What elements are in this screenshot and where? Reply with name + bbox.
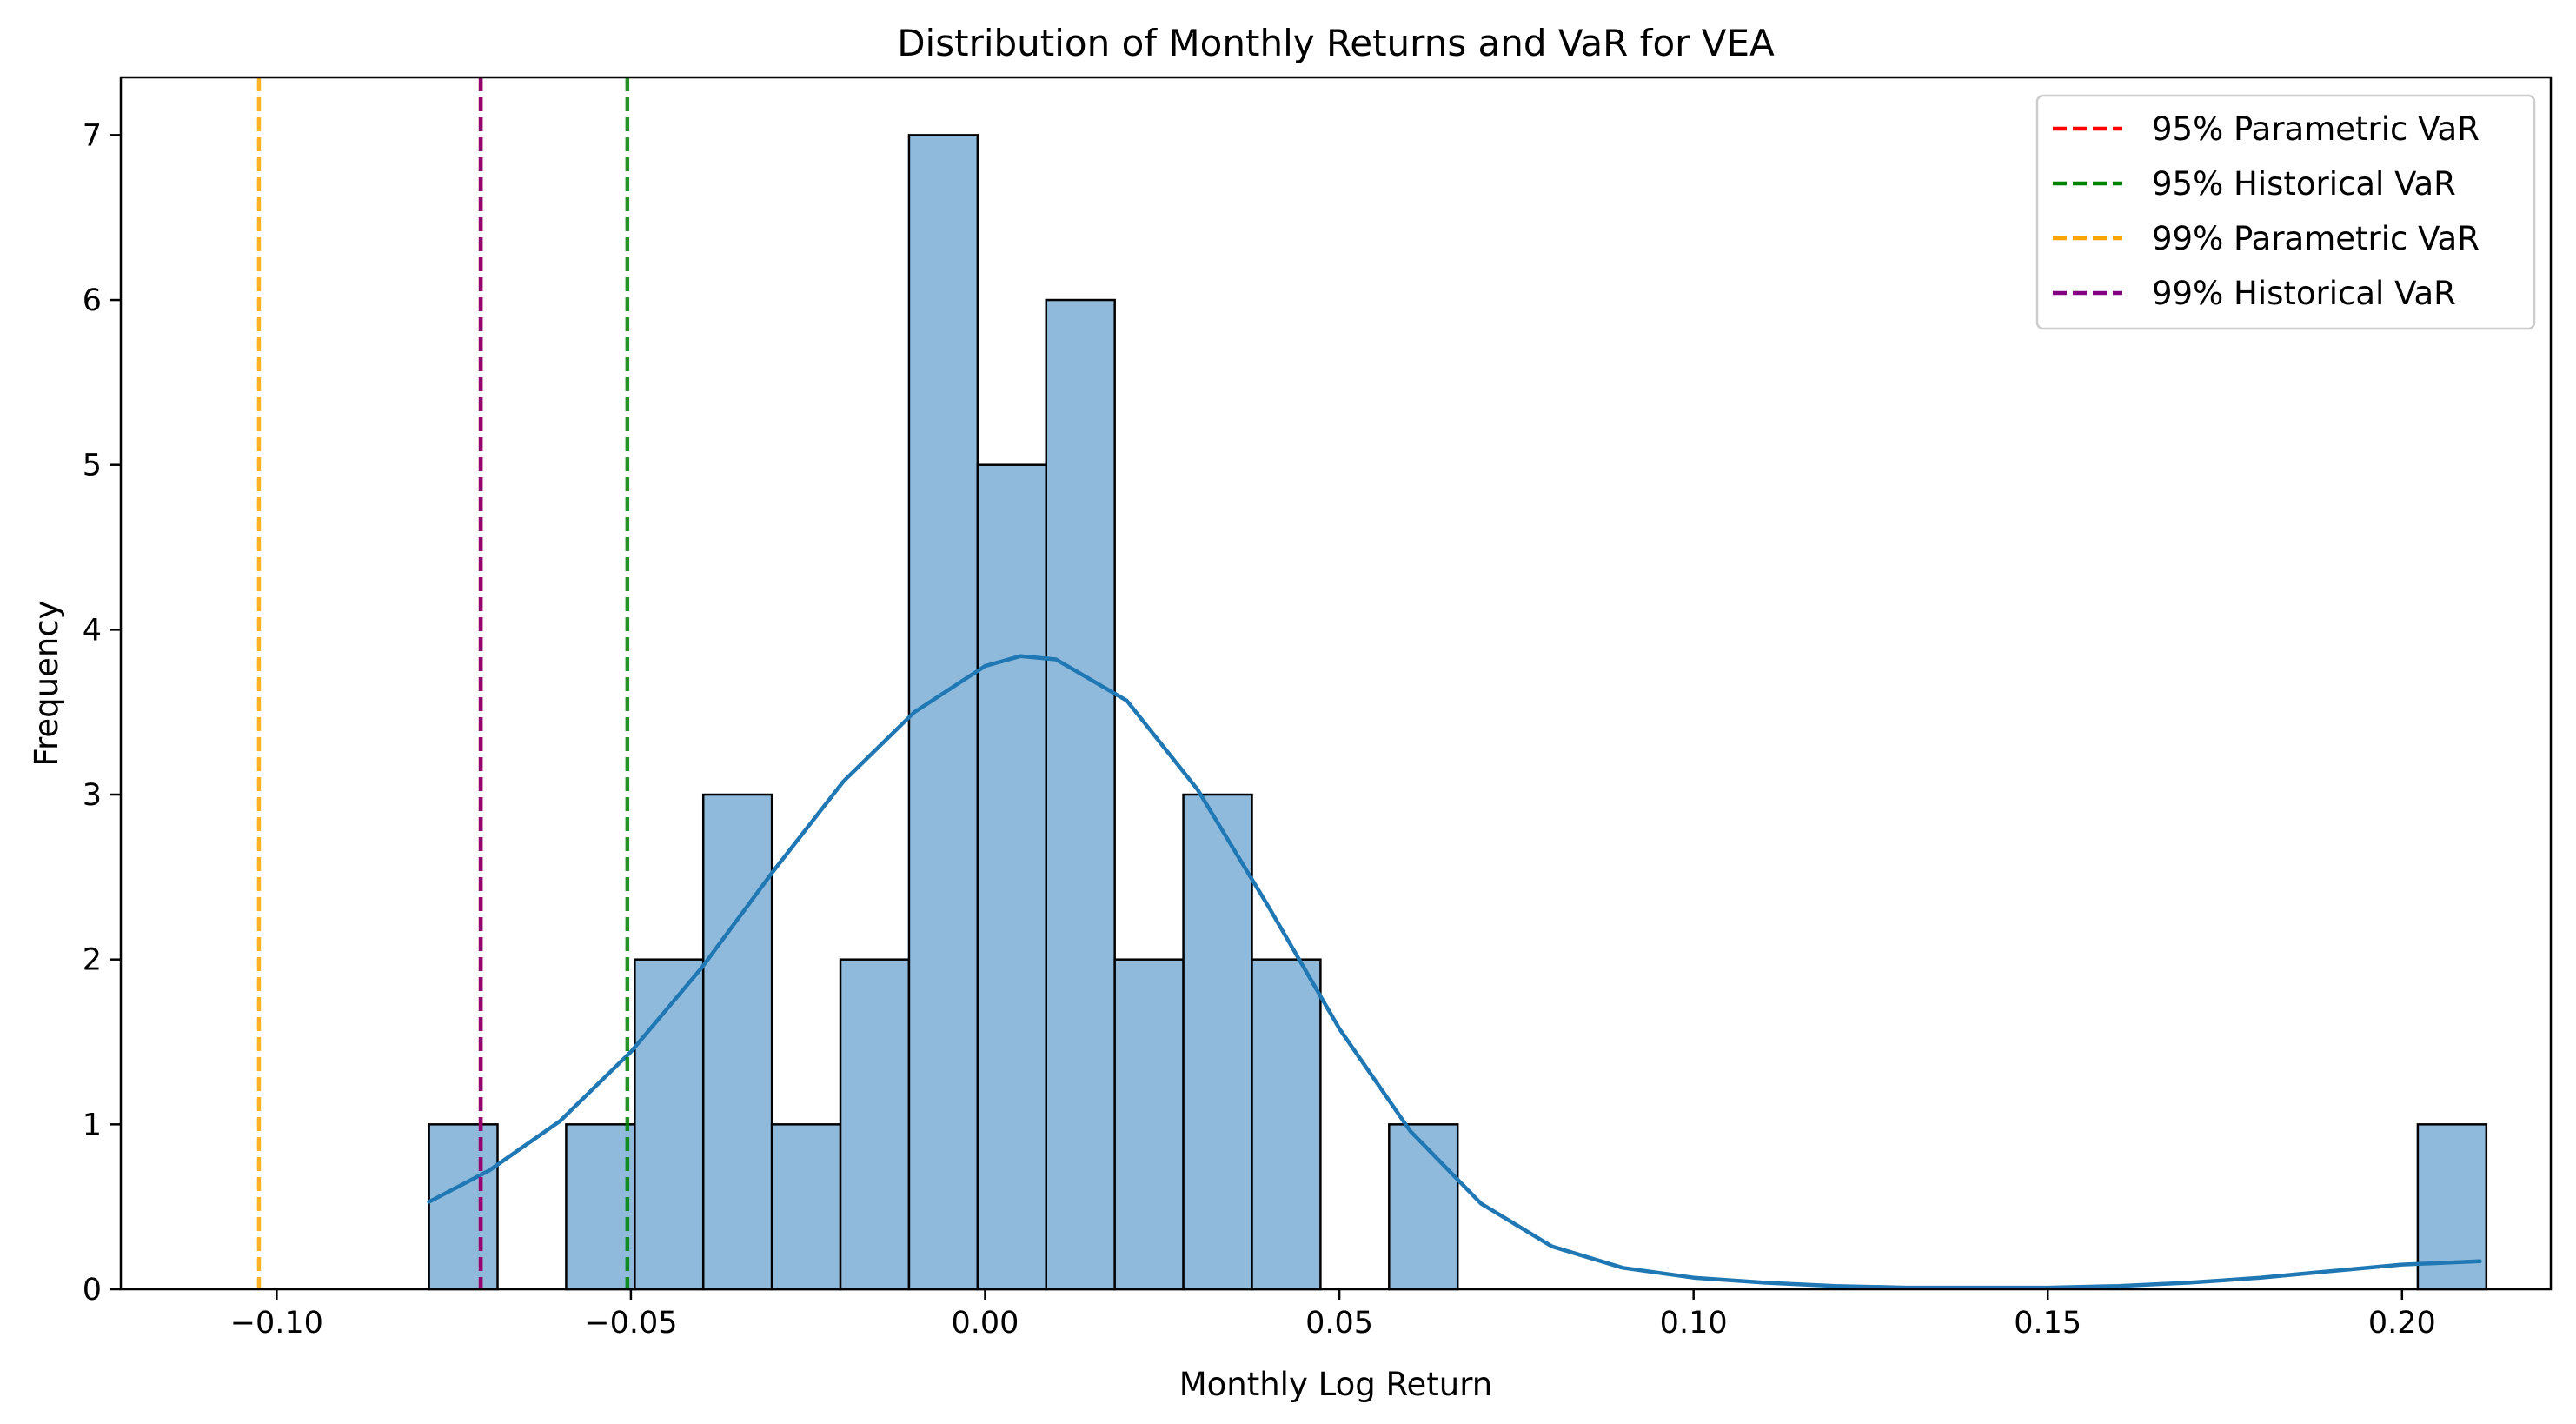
histogram-bar (1251, 958, 1322, 1291)
histogram-bar (565, 1123, 636, 1291)
x-tick-label: 0.05 (1305, 1306, 1373, 1341)
y-tick-label: 6 (83, 283, 102, 318)
histogram-bar (701, 793, 773, 1291)
legend-label: 99% Historical VaR (2152, 275, 2456, 312)
histogram-bar (1045, 298, 1116, 1291)
x-tick-label: −0.05 (584, 1306, 677, 1341)
kde-curve (427, 654, 2482, 1290)
legend-frame (2035, 94, 2536, 330)
y-tick-label: 0 (83, 1273, 102, 1308)
y-axis-ticks: 0 1 2 3 4 5 6 7 (83, 118, 121, 1308)
x-tick-label: 0.15 (2014, 1306, 2081, 1341)
histogram-bar (770, 1123, 842, 1291)
kde-layer (427, 654, 2482, 1290)
y-axis-label: Frequency (28, 600, 65, 766)
x-tick-label: 0.20 (2368, 1306, 2436, 1341)
histogram-bar (839, 958, 911, 1291)
x-axis-ticks: −0.10 −0.05 0.00 0.05 0.10 0.15 0.20 (230, 1289, 2436, 1341)
legend: 95% Parametric VaR 95% Historical VaR 99% … (2035, 94, 2536, 330)
y-tick-label: 4 (83, 613, 102, 648)
var-lines (256, 77, 630, 1289)
histogram-bar (428, 1123, 499, 1291)
histogram-bar (1388, 1123, 1459, 1291)
y-tick-label: 5 (83, 449, 102, 483)
legend-label: 95% Parametric VaR (2152, 110, 2480, 148)
chart-title: Distribution of Monthly Returns and VaR … (897, 22, 1775, 64)
plot-area-frame (119, 76, 2553, 1291)
y-tick-label: 7 (83, 118, 102, 153)
histogram-bar (634, 958, 705, 1291)
x-tick-label: 0.00 (952, 1306, 1019, 1341)
x-tick-label: 0.10 (1660, 1306, 1728, 1341)
histogram-bar (1182, 793, 1253, 1291)
legend-items: 95% Parametric VaR 95% Historical VaR 99% … (2053, 110, 2480, 312)
x-axis-label: Monthly Log Return (1179, 1366, 1493, 1403)
legend-label: 99% Parametric VaR (2152, 220, 2480, 257)
y-tick-label: 3 (83, 778, 102, 813)
y-tick-label: 1 (83, 1108, 102, 1142)
histogram-bar (976, 463, 1048, 1291)
legend-label: 95% Historical VaR (2152, 165, 2456, 203)
x-tick-label: −0.10 (230, 1306, 323, 1341)
histogram-bar (907, 134, 979, 1291)
y-tick-label: 2 (83, 943, 102, 978)
histogram-bar (1113, 958, 1185, 1291)
